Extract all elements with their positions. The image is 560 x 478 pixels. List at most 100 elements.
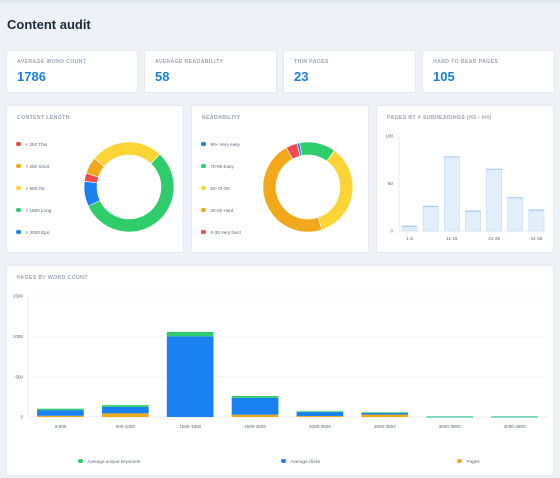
legend-item[interactable]: > 250 Short — [16, 162, 49, 170]
bar-segment-average-clicks[interactable] — [166, 336, 214, 417]
bar-11-15[interactable] — [443, 156, 460, 232]
legend-label: Average clicks — [290, 458, 321, 464]
subheadings-bar-chart: 0 50 100 1-5 11-15 21-25 31-35 — [385, 134, 547, 241]
legend-label: 70-90 Easy — [210, 163, 234, 169]
legend-label: 30-60 Hard — [210, 207, 234, 213]
legend-color-dot — [201, 141, 206, 147]
legend-item[interactable]: > 500 OK — [16, 184, 45, 192]
bar-segment-pages[interactable] — [296, 416, 344, 417]
bar-segment-average-unique-keywords[interactable] — [231, 396, 279, 398]
y-tick-label: 0 — [390, 229, 393, 234]
legend-item[interactable]: > 1500 Long — [16, 206, 51, 214]
bar-segment-average-clicks[interactable] — [101, 406, 149, 414]
bar-segment-pages[interactable] — [37, 415, 84, 417]
legend-item[interactable]: 60-70 OK — [201, 184, 230, 192]
donut-slice-1500-long[interactable] — [87, 153, 175, 233]
bar-segment-pages[interactable] — [361, 414, 409, 417]
page-title: Content audit — [7, 17, 91, 32]
legend-label: > 500 OK — [25, 185, 46, 191]
legend-label: Pages — [466, 458, 480, 464]
legend-item[interactable]: Average unique keywords — [78, 457, 140, 465]
bar-segment-average-unique-keywords[interactable] — [296, 411, 344, 413]
y-tick-label: 500 — [15, 374, 23, 379]
legend-item[interactable]: Pages — [457, 457, 480, 465]
legend-color-dot — [16, 163, 21, 169]
bar-26-30[interactable] — [507, 197, 524, 232]
donut-slice-0-30-very-hard[interactable] — [285, 143, 301, 160]
x-tick-label: 1500-2000 — [244, 424, 266, 429]
y-tick-label: 1000 — [13, 334, 24, 339]
bar-segment-average-clicks[interactable] — [296, 411, 344, 417]
donut-slice-3000-epic[interactable] — [83, 181, 101, 207]
legend-label: < 250 Thin — [25, 141, 48, 147]
y-tick-label: 100 — [385, 134, 393, 139]
legend-color-dot — [16, 229, 21, 235]
legend-item[interactable]: 0-30 Very hard — [201, 228, 241, 236]
bar-segment-average-unique-keywords[interactable] — [491, 416, 538, 418]
bar-segment-average-clicks[interactable] — [231, 397, 279, 415]
legend-item[interactable]: > 3000 Epic — [16, 228, 50, 236]
x-tick-label: 21-25 — [488, 236, 500, 241]
legend-color-dot — [16, 185, 21, 191]
x-tick-label: 0-500 — [55, 424, 67, 429]
legend-item[interactable]: < 250 Thin — [16, 140, 47, 148]
x-tick-label: 500-1000 — [116, 424, 136, 429]
x-tick-label: 2500-3000 — [374, 424, 396, 429]
legend-item[interactable]: Average clicks — [281, 457, 320, 465]
legend-label: > 3000 Epic — [25, 229, 50, 235]
kpi-card-average-readability: AVERAGE READABILITY 58 — [145, 51, 276, 92]
x-tick-label: 31-35 — [531, 236, 543, 241]
legend-item[interactable]: 90+ Very easy — [201, 140, 240, 148]
donut-slice-500-ok[interactable] — [93, 141, 161, 168]
kpi-value: 1786 — [17, 69, 46, 84]
panel-title: READABILITY — [202, 115, 241, 121]
legend-color-dot — [201, 207, 206, 213]
kpi-value: 58 — [155, 69, 170, 84]
kpi-label: AVERAGE WORD COUNT — [17, 59, 87, 65]
bar-segment-pages[interactable] — [231, 414, 279, 417]
content-length-card: CONTENT LENGTH < 250 Thin > 250 Short > … — [7, 106, 183, 252]
legend-label: > 250 Short — [25, 163, 50, 169]
bar-16-20[interactable] — [465, 210, 481, 232]
legend-color-dot — [201, 229, 206, 235]
x-tick-label: 4000-4500 — [504, 424, 526, 429]
bar-segment-average-clicks[interactable] — [361, 412, 409, 415]
y-tick-label: 0 — [20, 415, 23, 420]
x-tick-label: 11-15 — [446, 236, 458, 241]
readability-donut-chart — [262, 141, 354, 233]
top-bar — [0, 0, 560, 3]
x-tick-label: 1-5 — [406, 236, 413, 241]
x-tick-label: 2000-2500 — [309, 424, 331, 429]
word-count-card: PAGES BY WORD COUNT 0 500 1000 1500 0-500 500… — [7, 266, 553, 475]
x-tick-label: 3000-3500 — [439, 424, 461, 429]
bar-segment-average-unique-keywords[interactable] — [166, 331, 214, 337]
legend-color-dot — [201, 163, 206, 169]
panel-title: PAGES BY # SUBHEADINGS (H2 - H4) — [387, 115, 492, 121]
legend-color-dot — [281, 458, 286, 464]
bar-1-5[interactable] — [401, 226, 418, 232]
bar-segment-average-unique-keywords[interactable] — [361, 412, 409, 414]
bar-6-10[interactable] — [422, 206, 439, 232]
legend-color-dot — [457, 458, 462, 464]
bar-segment-average-clicks[interactable] — [37, 410, 84, 416]
donut-slice-30-60-hard[interactable] — [262, 147, 323, 233]
kpi-card-hard-to-read-pages: HARD TO READ PAGES 105 — [423, 51, 554, 92]
bar-31-35[interactable] — [528, 209, 545, 232]
y-tick-label: 50 — [388, 181, 394, 186]
kpi-value: 23 — [294, 69, 309, 84]
kpi-label: AVERAGE READABILITY — [155, 59, 224, 65]
bar-segment-pages[interactable] — [101, 413, 149, 417]
legend-label: > 1500 Long — [25, 207, 52, 213]
bar-segment-average-unique-keywords[interactable] — [37, 408, 84, 411]
bar-segment-average-unique-keywords[interactable] — [426, 416, 474, 418]
kpi-card-thin-pages: THIN PAGES 23 — [284, 51, 415, 92]
bar-21-25[interactable] — [486, 169, 503, 232]
donut-slice-60-70-ok[interactable] — [317, 150, 354, 231]
legend-item[interactable]: 30-60 Hard — [201, 206, 233, 214]
word-count-stacked-bar-chart: 0 500 1000 1500 0-500 500-1000 1000-1500 1500-2… — [13, 294, 547, 429]
bar-segment-average-unique-keywords[interactable] — [101, 405, 149, 407]
content-length-donut-chart — [83, 141, 175, 233]
legend-item[interactable]: 70-90 Easy — [201, 162, 234, 170]
legend-color-dot — [201, 185, 206, 191]
legend-label: Average unique keywords — [87, 458, 141, 464]
